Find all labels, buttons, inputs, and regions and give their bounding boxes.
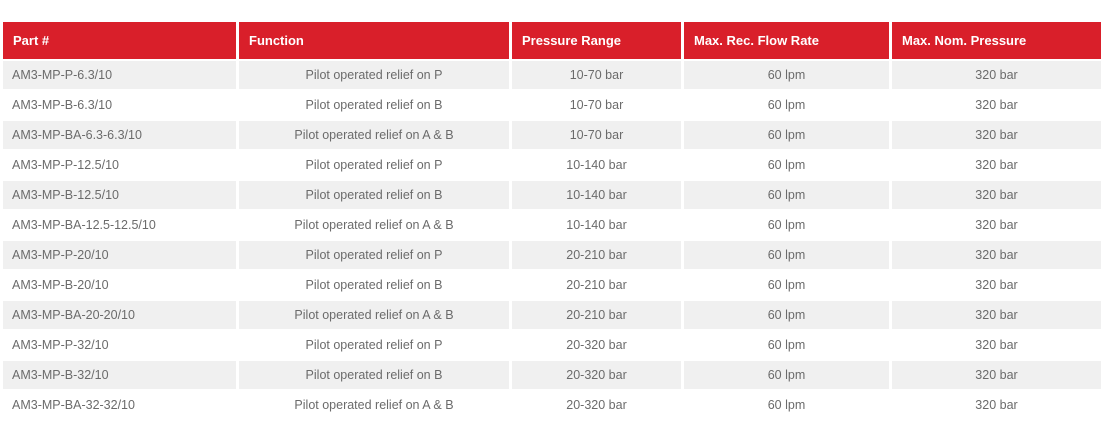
cell-max-flow-rate: 60 lpm [684, 271, 889, 299]
cell-part-number: AM3-MP-BA-12.5-12.5/10 [3, 211, 236, 239]
table-row: AM3-MP-BA-32-32/10 Pilot operated relief … [3, 391, 1101, 419]
cell-part-number: AM3-MP-P-20/10 [3, 241, 236, 269]
cell-part-number: AM3-MP-B-6.3/10 [3, 91, 236, 119]
column-header-function: Function [239, 22, 509, 59]
cell-function: Pilot operated relief on B [239, 361, 509, 389]
cell-function: Pilot operated relief on B [239, 91, 509, 119]
table-row: AM3-MP-BA-6.3-6.3/10 Pilot operated relie… [3, 121, 1101, 149]
cell-pressure-range: 20-320 bar [512, 391, 681, 419]
cell-max-flow-rate: 60 lpm [684, 121, 889, 149]
cell-part-number: AM3-MP-BA-6.3-6.3/10 [3, 121, 236, 149]
cell-function: Pilot operated relief on A & B [239, 301, 509, 329]
cell-function: Pilot operated relief on P [239, 331, 509, 359]
table-row: AM3-MP-BA-12.5-12.5/10 Pilot operated rel… [3, 211, 1101, 239]
cell-function: Pilot operated relief on P [239, 61, 509, 89]
cell-max-flow-rate: 60 lpm [684, 151, 889, 179]
cell-part-number: AM3-MP-B-32/10 [3, 361, 236, 389]
parts-table: Part # Function Pressure Range Max. Rec. Fl… [0, 20, 1103, 421]
table-row: AM3-MP-B-6.3/10 Pilot operated relief on … [3, 91, 1101, 119]
cell-pressure-range: 10-140 bar [512, 211, 681, 239]
cell-pressure-range: 20-210 bar [512, 301, 681, 329]
cell-max-flow-rate: 60 lpm [684, 331, 889, 359]
column-header-pressure-range: Pressure Range [512, 22, 681, 59]
cell-part-number: AM3-MP-P-32/10 [3, 331, 236, 359]
table-row: AM3-MP-P-32/10 Pilot operated relief on P… [3, 331, 1101, 359]
table-row: AM3-MP-B-12.5/10 Pilot operated relief on… [3, 181, 1101, 209]
cell-pressure-range: 10-70 bar [512, 61, 681, 89]
cell-function: Pilot operated relief on B [239, 181, 509, 209]
cell-pressure-range: 10-140 bar [512, 151, 681, 179]
column-header-max-flow-rate: Max. Rec. Flow Rate [684, 22, 889, 59]
header-row: Part # Function Pressure Range Max. Rec. Fl… [3, 22, 1101, 59]
cell-function: Pilot operated relief on A & B [239, 121, 509, 149]
cell-part-number: AM3-MP-BA-32-32/10 [3, 391, 236, 419]
cell-max-nom-pressure: 320 bar [892, 391, 1101, 419]
cell-function: Pilot operated relief on A & B [239, 211, 509, 239]
cell-max-flow-rate: 60 lpm [684, 61, 889, 89]
cell-max-flow-rate: 60 lpm [684, 241, 889, 269]
cell-max-flow-rate: 60 lpm [684, 181, 889, 209]
cell-max-nom-pressure: 320 bar [892, 331, 1101, 359]
cell-pressure-range: 10-70 bar [512, 121, 681, 149]
cell-function: Pilot operated relief on A & B [239, 391, 509, 419]
cell-max-nom-pressure: 320 bar [892, 271, 1101, 299]
table-row: AM3-MP-B-20/10 Pilot operated relief on B… [3, 271, 1101, 299]
cell-max-nom-pressure: 320 bar [892, 181, 1101, 209]
cell-function: Pilot operated relief on B [239, 271, 509, 299]
cell-max-flow-rate: 60 lpm [684, 91, 889, 119]
cell-part-number: AM3-MP-B-20/10 [3, 271, 236, 299]
cell-max-nom-pressure: 320 bar [892, 61, 1101, 89]
cell-part-number: AM3-MP-P-6.3/10 [3, 61, 236, 89]
cell-pressure-range: 20-210 bar [512, 241, 681, 269]
cell-max-nom-pressure: 320 bar [892, 121, 1101, 149]
cell-function: Pilot operated relief on P [239, 151, 509, 179]
table-row: AM3-MP-P-6.3/10 Pilot operated relief on … [3, 61, 1101, 89]
cell-part-number: AM3-MP-BA-20-20/10 [3, 301, 236, 329]
column-header-max-nom-pressure: Max. Nom. Pressure [892, 22, 1101, 59]
cell-pressure-range: 20-210 bar [512, 271, 681, 299]
cell-part-number: AM3-MP-B-12.5/10 [3, 181, 236, 209]
cell-max-nom-pressure: 320 bar [892, 361, 1101, 389]
column-header-part-number: Part # [3, 22, 236, 59]
cell-max-nom-pressure: 320 bar [892, 301, 1101, 329]
cell-pressure-range: 20-320 bar [512, 361, 681, 389]
cell-max-nom-pressure: 320 bar [892, 91, 1101, 119]
cell-max-nom-pressure: 320 bar [892, 241, 1101, 269]
table-row: AM3-MP-BA-20-20/10 Pilot operated relief … [3, 301, 1101, 329]
cell-pressure-range: 10-70 bar [512, 91, 681, 119]
cell-part-number: AM3-MP-P-12.5/10 [3, 151, 236, 179]
cell-function: Pilot operated relief on P [239, 241, 509, 269]
cell-pressure-range: 10-140 bar [512, 181, 681, 209]
cell-max-flow-rate: 60 lpm [684, 211, 889, 239]
cell-pressure-range: 20-320 bar [512, 331, 681, 359]
cell-max-nom-pressure: 320 bar [892, 211, 1101, 239]
table-row: AM3-MP-P-12.5/10 Pilot operated relief on… [3, 151, 1101, 179]
cell-max-nom-pressure: 320 bar [892, 151, 1101, 179]
cell-max-flow-rate: 60 lpm [684, 361, 889, 389]
cell-max-flow-rate: 60 lpm [684, 391, 889, 419]
table-row: AM3-MP-B-32/10 Pilot operated relief on B… [3, 361, 1101, 389]
cell-max-flow-rate: 60 lpm [684, 301, 889, 329]
table-row: AM3-MP-P-20/10 Pilot operated relief on P… [3, 241, 1101, 269]
